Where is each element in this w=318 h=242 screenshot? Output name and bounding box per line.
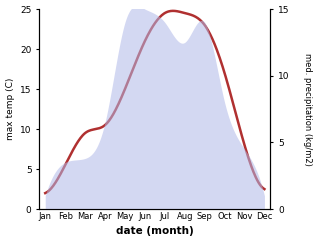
X-axis label: date (month): date (month) [116,227,194,236]
Y-axis label: med. precipitation (kg/m2): med. precipitation (kg/m2) [303,53,313,166]
Y-axis label: max temp (C): max temp (C) [5,78,15,140]
